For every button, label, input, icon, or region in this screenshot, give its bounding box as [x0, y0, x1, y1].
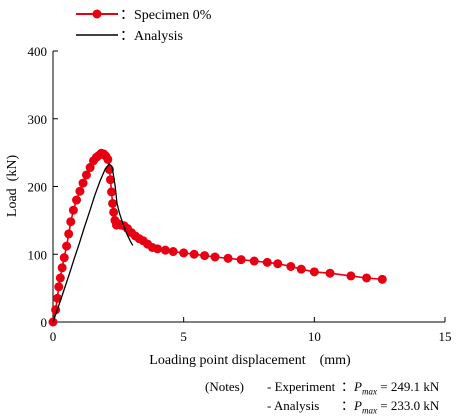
legend-specimen-label: ：Specimen 0%	[120, 8, 212, 23]
data-point	[153, 244, 163, 254]
data-point	[189, 249, 199, 259]
legend-specimen-marker	[92, 9, 102, 19]
data-point	[68, 205, 78, 215]
data-point	[296, 264, 306, 274]
data-point	[179, 248, 189, 258]
notes-block: (Notes) - Experiment ：Pmax = 249.1 kN	[205, 379, 440, 397]
data-point	[346, 271, 356, 281]
notes-experiment-pmax: 249.1 kN	[390, 379, 440, 394]
notes-analysis-label: - Analysis	[267, 398, 320, 413]
notes-analysis-colon: ：	[341, 398, 355, 413]
x-axis-label: Loading point displacement (mm)	[149, 353, 351, 368]
data-point	[109, 207, 119, 217]
data-point	[210, 252, 220, 262]
data-point	[105, 175, 115, 185]
data-point	[64, 229, 74, 239]
y-tick-label: 200	[28, 180, 48, 195]
legend-analysis-label: ：Analysis	[120, 29, 183, 44]
data-point	[223, 253, 233, 263]
data-point	[75, 186, 85, 196]
y-tick-label: 300	[28, 112, 48, 127]
notes-block-2: - Analysis ：Pmax = 233.0 kN	[267, 398, 440, 416]
data-point	[309, 267, 319, 277]
data-point	[236, 255, 246, 265]
y-tick-label: 400	[28, 44, 48, 59]
data-point	[286, 261, 296, 271]
data-point	[72, 195, 82, 205]
series-line-1	[52, 163, 134, 323]
series-line-0	[52, 152, 383, 323]
data-point	[66, 217, 76, 227]
data-point	[200, 251, 210, 261]
pmax-subscript-2: max	[361, 405, 377, 416]
series-layer	[48, 148, 387, 327]
pmax-symbol: P	[354, 379, 362, 394]
data-point	[160, 245, 170, 255]
data-point	[107, 187, 117, 197]
data-point	[52, 293, 62, 303]
notes-analysis-pmax: 233.0 kN	[390, 398, 440, 413]
data-point	[55, 273, 65, 283]
data-point	[249, 256, 259, 266]
legend: ：Specimen 0% ：Analysis	[76, 8, 212, 44]
x-tick-label: 5	[180, 329, 187, 344]
data-point	[273, 259, 283, 269]
notes-experiment-colon: ：	[341, 379, 355, 394]
pmax-subscript: max	[361, 386, 377, 397]
data-point	[377, 274, 387, 284]
data-point	[57, 263, 67, 273]
notes-experiment-label: - Experiment	[267, 379, 336, 394]
data-point	[168, 247, 178, 257]
x-tick-label: 0	[50, 329, 57, 344]
data-point	[262, 257, 272, 267]
x-tick-label: 10	[308, 329, 321, 344]
data-point	[362, 273, 372, 283]
data-point	[103, 154, 113, 164]
data-point	[59, 253, 69, 263]
data-point	[85, 163, 95, 173]
x-tick-label: 15	[439, 329, 452, 344]
y-tick-label: 100	[28, 247, 48, 262]
pmax-symbol-2: P	[354, 398, 362, 413]
data-point	[78, 178, 88, 188]
data-point	[108, 198, 118, 208]
y-tick-label: 0	[41, 315, 48, 330]
data-point	[81, 170, 91, 180]
data-point	[54, 282, 64, 292]
data-point	[62, 241, 72, 251]
notes-header: (Notes)	[205, 379, 244, 394]
data-point	[325, 268, 335, 278]
y-axis-label: Load (kN)	[5, 155, 20, 218]
axes: 0 5 10 15 0 100 200 300 400	[28, 44, 452, 344]
